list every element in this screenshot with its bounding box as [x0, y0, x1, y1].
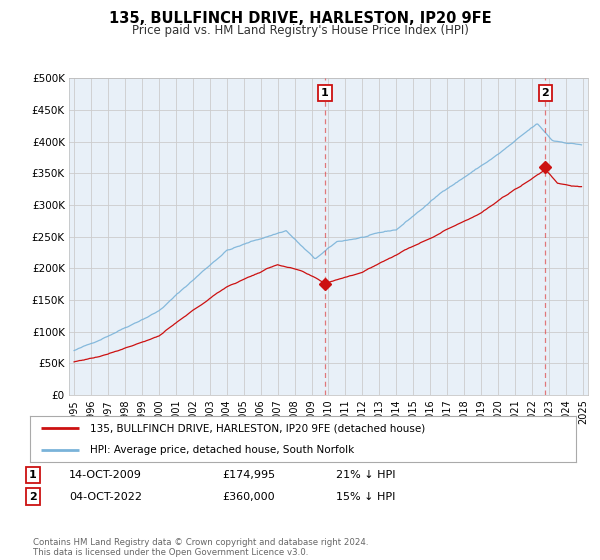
Text: Contains HM Land Registry data © Crown copyright and database right 2024.
This d: Contains HM Land Registry data © Crown c… [33, 538, 368, 557]
Text: 14-OCT-2009: 14-OCT-2009 [69, 470, 142, 480]
Text: 1: 1 [321, 88, 329, 98]
Text: Price paid vs. HM Land Registry's House Price Index (HPI): Price paid vs. HM Land Registry's House … [131, 24, 469, 36]
Text: 04-OCT-2022: 04-OCT-2022 [69, 492, 142, 502]
Text: HPI: Average price, detached house, South Norfolk: HPI: Average price, detached house, Sout… [90, 445, 355, 455]
Text: 2: 2 [29, 492, 37, 502]
Text: 135, BULLFINCH DRIVE, HARLESTON, IP20 9FE (detached house): 135, BULLFINCH DRIVE, HARLESTON, IP20 9F… [90, 423, 425, 433]
Text: 135, BULLFINCH DRIVE, HARLESTON, IP20 9FE: 135, BULLFINCH DRIVE, HARLESTON, IP20 9F… [109, 11, 491, 26]
Text: 15% ↓ HPI: 15% ↓ HPI [336, 492, 395, 502]
Text: £360,000: £360,000 [222, 492, 275, 502]
Text: 1: 1 [29, 470, 37, 480]
Text: £174,995: £174,995 [222, 470, 275, 480]
Text: 2: 2 [542, 88, 550, 98]
Text: 21% ↓ HPI: 21% ↓ HPI [336, 470, 395, 480]
